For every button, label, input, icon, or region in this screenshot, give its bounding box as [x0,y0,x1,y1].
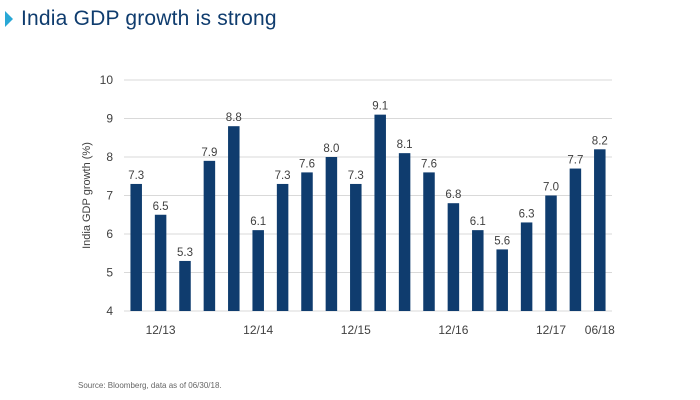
bar [594,149,606,311]
bar [472,230,484,311]
data-label: 7.3 [128,170,144,182]
y-tick-label: 9 [106,112,113,126]
data-label: 5.6 [494,235,510,247]
bar [179,260,191,311]
y-tick-label: 8 [106,150,113,164]
data-label: 9.1 [372,101,388,113]
data-label: 8.0 [323,143,339,155]
bar [350,183,362,311]
data-label: 6.1 [250,216,266,228]
page-title-group: India GDP growth is strong [5,6,277,32]
data-label: 7.0 [543,182,559,194]
data-label: 7.3 [348,170,364,182]
y-tick-label: 10 [100,73,114,87]
bar [545,195,557,311]
y-axis-label: India GDP growth (%) [81,142,93,249]
data-label: 6.8 [445,189,461,201]
x-tick-label: 12/16 [438,323,468,337]
bar [520,222,533,311]
bar [154,214,167,311]
data-label: 8.8 [226,112,242,124]
source-note: Source: Bloomberg, data as of 06/30/18. [78,381,222,390]
data-label: 6.3 [519,208,535,220]
x-tick-label: 12/17 [536,323,566,337]
data-label: 6.5 [153,201,169,213]
bar [398,153,411,311]
bar [301,172,313,311]
bar [228,126,240,311]
data-label: 7.6 [421,158,437,170]
bar [252,230,264,311]
bar [496,249,508,311]
bar [569,168,582,311]
bar [276,183,289,311]
data-label: 7.7 [567,155,583,167]
data-label: 6.1 [470,216,486,228]
y-tick-label: 5 [106,266,113,280]
y-tick-label: 4 [106,304,113,318]
data-label: 7.9 [201,147,217,159]
y-tick-label: 6 [106,227,113,241]
bar [447,203,460,311]
data-label: 7.3 [275,170,291,182]
x-tick-label: 12/14 [243,323,273,337]
bar [423,172,435,311]
y-tick-label: 7 [106,189,113,203]
data-label: 7.6 [299,158,315,170]
page-title: India GDP growth is strong [21,7,277,30]
bar [374,114,386,312]
title-arrow-icon [5,11,13,27]
bar [203,160,216,311]
x-tick-label: 12/13 [146,323,176,337]
data-label: 5.3 [177,247,193,259]
bar [325,157,338,311]
x-tick-label: 06/18 [585,323,615,337]
data-label: 8.1 [397,139,413,151]
bar [130,183,142,311]
x-tick-label: 12/15 [341,323,371,337]
data-label: 8.2 [592,135,608,147]
